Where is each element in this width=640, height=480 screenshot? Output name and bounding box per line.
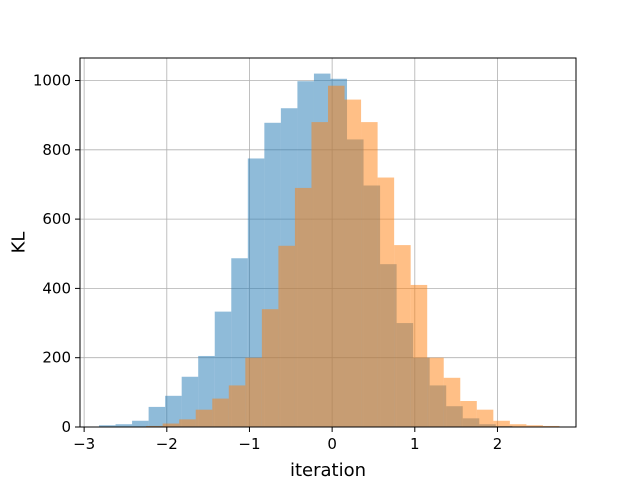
histogram-bar [181,376,199,427]
x-tick-label: 1 [410,435,420,453]
histogram-bar [115,424,133,427]
x-tick-label: −1 [238,435,260,453]
y-tick-label: 1000 [33,72,71,90]
y-tick-label: 0 [61,418,71,436]
y-tick-label: 200 [42,349,71,367]
histogram-bar [228,385,246,427]
histogram-bar [410,284,428,427]
x-tick-label: 2 [493,435,503,453]
histogram-bar [261,309,279,427]
histogram-bar [294,187,312,427]
histogram-bar [377,177,395,427]
histogram-bars [99,73,560,428]
x-tick-label: 0 [327,435,337,453]
histogram-bar [394,245,411,427]
histogram-bar [198,355,215,427]
histogram-bar [165,395,182,427]
histogram-bar [245,357,262,427]
histogram-bar [195,409,213,427]
x-tick-label: −2 [156,435,178,453]
histogram-bar [443,377,461,427]
histogram-bar [328,85,345,427]
histogram-bar [132,420,149,427]
histogram-bar [278,245,295,427]
histogram-bar [214,311,232,427]
histogram-bar [361,122,378,427]
histogram-bar [476,409,494,427]
histogram-bar [212,398,229,427]
plot-frame [79,57,577,428]
x-axis-label: iteration [290,460,366,480]
histogram-bar [526,425,543,427]
histogram-bar [311,122,328,427]
histogram-bar [162,423,180,427]
histogram-bar [542,425,560,427]
y-tick-label: 600 [42,210,71,228]
histogram-bar [231,258,248,427]
y-tick-label: 800 [42,141,71,159]
histogram-bar [460,401,477,427]
histogram-bar [99,425,116,427]
histogram-bar [179,419,196,427]
y-axis-label: KL [8,232,29,254]
histogram-bar [493,420,510,427]
histogram-bar [344,99,362,428]
axis-ticks: −3 −2 −1 0 1 2 0 200 400 600 800 1000 [33,72,502,453]
histogram-bar [509,424,527,427]
histogram-series-2 [146,85,560,428]
histogram-bar [427,357,444,427]
histogram-bar [146,425,163,427]
histogram-bar [148,406,166,427]
y-tick-label: 400 [42,279,71,297]
x-tick-label: −3 [73,435,95,453]
